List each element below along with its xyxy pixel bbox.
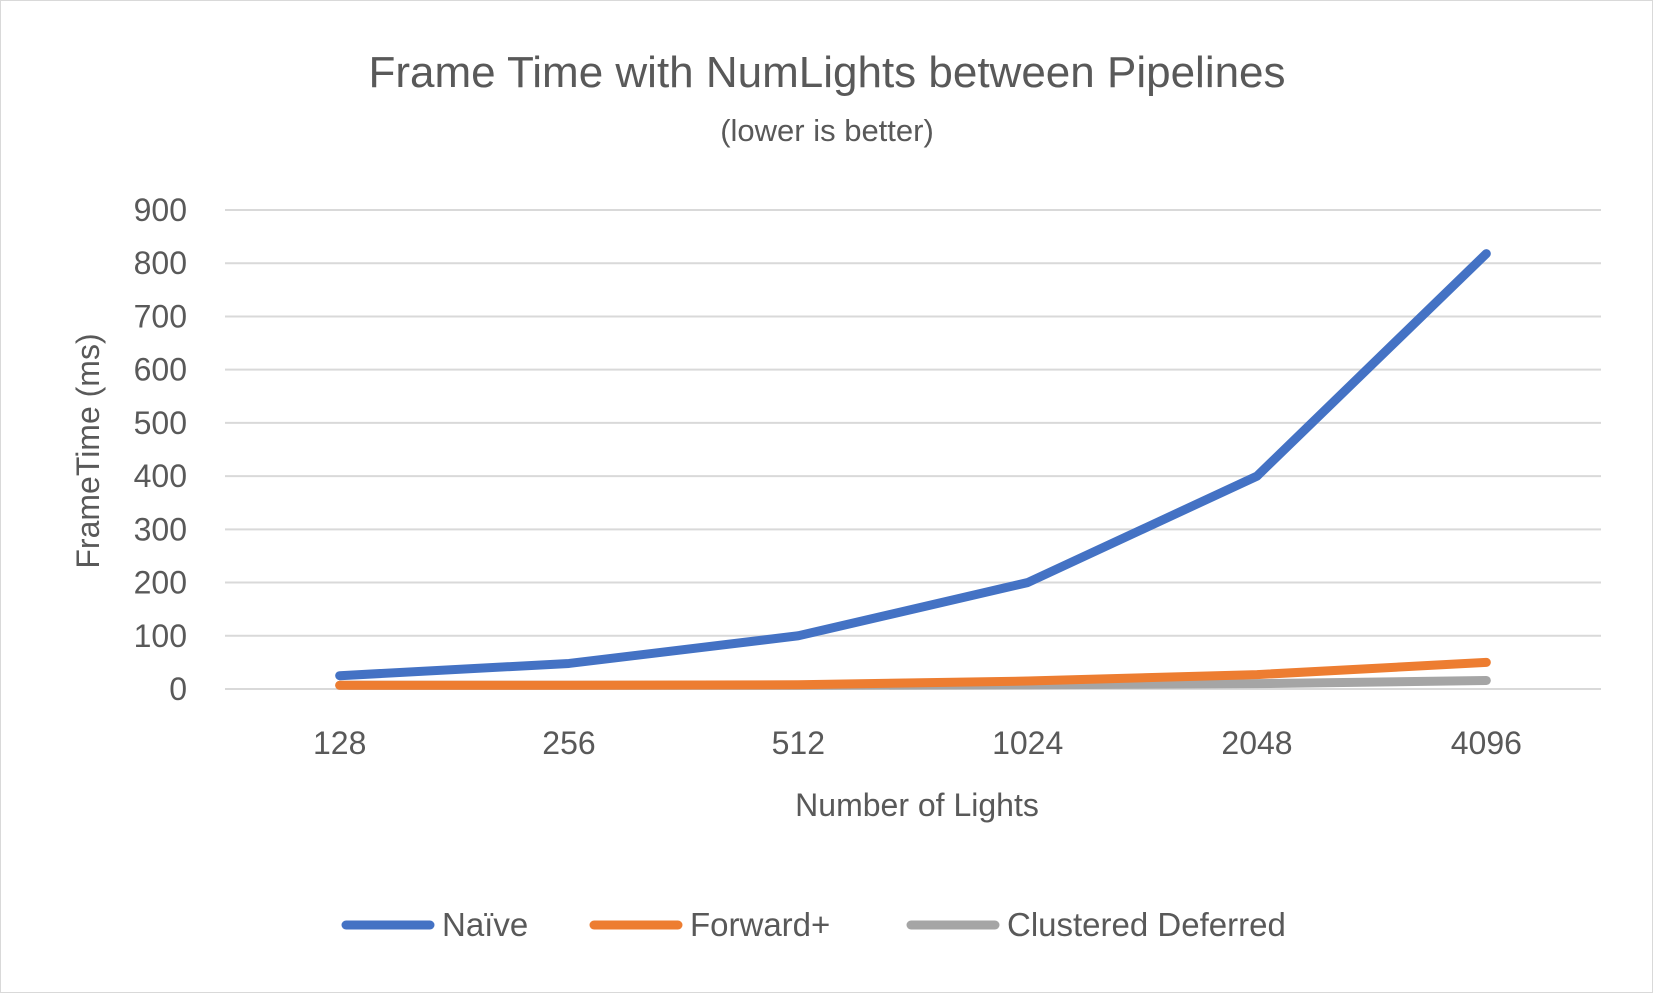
- y-tick-label: 700: [134, 298, 187, 334]
- chart-subtitle: (lower is better): [720, 113, 934, 148]
- y-tick-label: 200: [134, 565, 187, 601]
- y-tick-label: 300: [134, 511, 187, 547]
- y-axis-title: FrameTime (ms): [70, 333, 106, 568]
- x-axis-ticks: 128 256 512 1024 2048 4096: [313, 725, 1522, 761]
- y-axis-ticks: 0 100 200 300 400 500 600 700 800 900: [134, 192, 187, 707]
- series-line-na-ve: [335, 249, 1491, 681]
- x-tick-label: 512: [772, 725, 825, 761]
- chart-title: Frame Time with NumLights between Pipeli…: [368, 48, 1285, 97]
- x-tick-label: 1024: [992, 725, 1063, 761]
- legend: Naïve Forward+ Clustered Deferred: [341, 906, 1286, 943]
- series-line-forward: [335, 657, 1491, 690]
- legend-label: Naïve: [442, 906, 528, 943]
- x-axis-title: Number of Lights: [795, 787, 1039, 823]
- series-lines: [335, 249, 1491, 690]
- x-tick-label: 256: [542, 725, 595, 761]
- y-tick-label: 100: [134, 618, 187, 654]
- legend-label: Forward+: [690, 906, 830, 943]
- x-tick-label: 4096: [1451, 725, 1522, 761]
- y-tick-label: 900: [134, 192, 187, 228]
- y-tick-label: 400: [134, 458, 187, 494]
- y-tick-label: 0: [169, 671, 187, 707]
- x-tick-label: 2048: [1221, 725, 1292, 761]
- y-tick-label: 500: [134, 405, 187, 441]
- gridlines: [225, 209, 1601, 690]
- y-tick-label: 600: [134, 352, 187, 388]
- y-tick-label: 800: [134, 245, 187, 281]
- x-tick-label: 128: [313, 725, 366, 761]
- legend-label: Clustered Deferred: [1007, 906, 1286, 943]
